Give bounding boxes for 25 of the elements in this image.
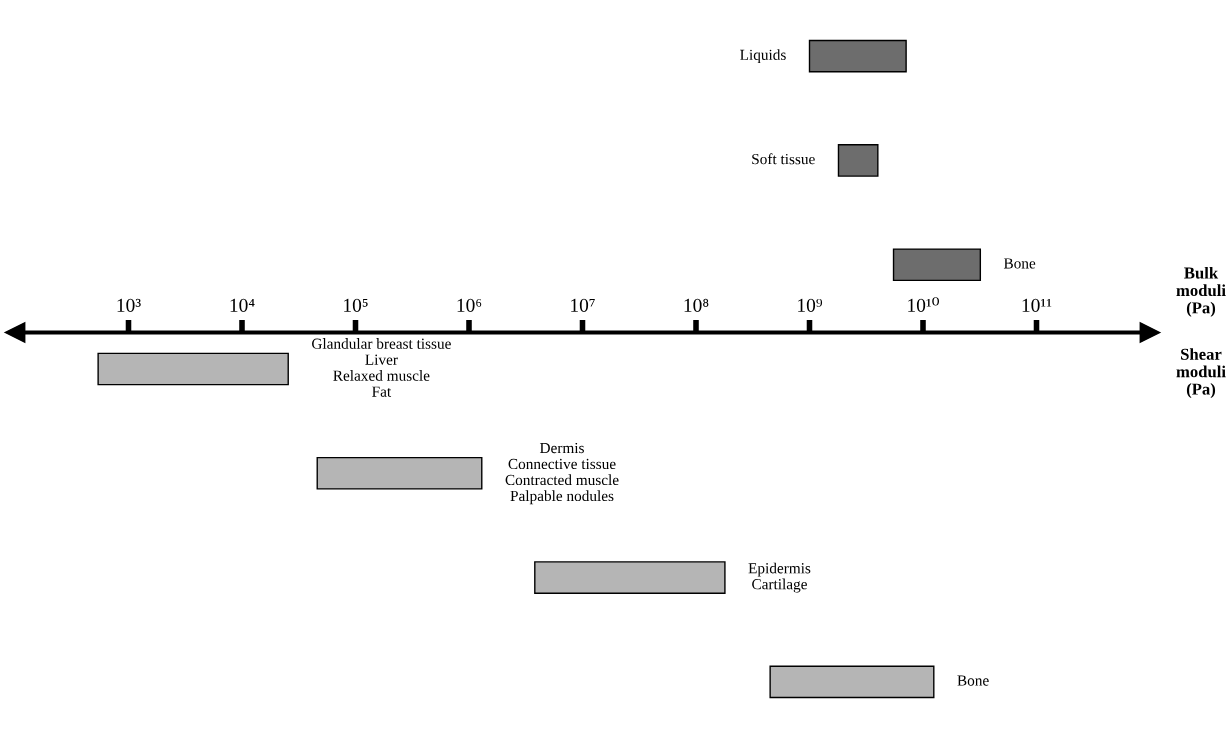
y-tick-label: Bone [1003, 258, 1036, 269]
bar [769, 665, 935, 699]
y-tick-label: Soft tissue [752, 153, 815, 165]
text: Bulk moduli (Pa) [1176, 266, 1226, 317]
x-tick-label: 10⁹ [798, 298, 823, 312]
y-tick-label: Glandular breast tissue Liver Relaxed muscle Fat [312, 338, 451, 397]
bar [316, 456, 483, 490]
x-tick-label: 10³ [117, 298, 141, 312]
y-tick-label: Liquids [740, 49, 786, 64]
bar [808, 39, 907, 73]
bar [837, 144, 879, 177]
bar [892, 248, 982, 282]
y-tick-label: Bone [957, 675, 989, 686]
x-tick-label: 10¹⁰ [908, 297, 940, 312]
y-tick-label: Dermis Connective tissue Contracted muscle Palpable nodules [505, 442, 619, 505]
x-tick-label: 10⁸ [684, 298, 709, 312]
bar [97, 352, 289, 386]
y-tick-label: Epidermis Cartilage [748, 562, 811, 593]
x-tick-label: 10⁴ [230, 298, 255, 312]
x-tick-label: 10⁵ [344, 298, 368, 312]
x-tick-label: 10¹¹ [1022, 298, 1052, 312]
x-tick-label: 10⁶ [457, 298, 482, 312]
x-tick-label: 10⁷ [571, 298, 595, 312]
bar [534, 561, 726, 594]
text: Shear moduli (Pa) [1176, 348, 1226, 399]
